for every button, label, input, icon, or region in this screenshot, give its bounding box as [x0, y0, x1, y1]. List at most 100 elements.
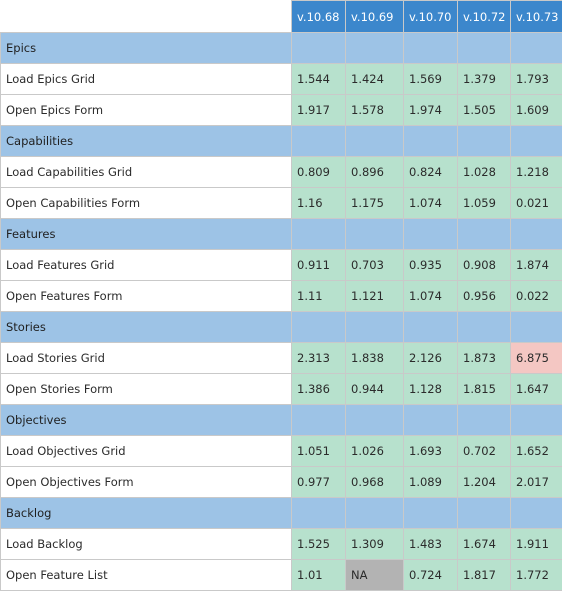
metric-cell: 1.911	[511, 529, 562, 560]
section-label: Backlog	[1, 498, 292, 529]
metric-cell: 1.051	[292, 436, 346, 467]
version-header: v.10.70	[404, 1, 458, 33]
section-spacer	[511, 312, 562, 343]
section-spacer	[404, 312, 458, 343]
metric-cell: 0.021	[511, 188, 562, 219]
metric-cell: 0.911	[292, 250, 346, 281]
metric-cell: 1.505	[458, 95, 511, 126]
metric-cell: 2.126	[404, 343, 458, 374]
row-label: Load Stories Grid	[1, 343, 292, 374]
metric-cell: 1.674	[458, 529, 511, 560]
section-spacer	[458, 498, 511, 529]
metric-cell: 1.204	[458, 467, 511, 498]
section-spacer	[404, 219, 458, 250]
row-label: Load Epics Grid	[1, 64, 292, 95]
metric-cell: 0.968	[346, 467, 404, 498]
metric-cell: 1.074	[404, 281, 458, 312]
row-label: Open Features Form	[1, 281, 292, 312]
section-row: Features	[1, 219, 562, 250]
section-spacer	[292, 33, 346, 64]
metric-cell: 1.652	[511, 436, 562, 467]
header-row: v.10.68 v.10.69 v.10.70 v.10.72 v.10.73	[1, 1, 562, 33]
section-spacer	[346, 126, 404, 157]
metric-cell: 1.815	[458, 374, 511, 405]
metric-cell: 1.838	[346, 343, 404, 374]
version-header: v.10.68	[292, 1, 346, 33]
section-spacer	[458, 219, 511, 250]
section-spacer	[458, 126, 511, 157]
section-spacer	[511, 405, 562, 436]
section-row: Stories	[1, 312, 562, 343]
metric-cell: 1.028	[458, 157, 511, 188]
section-label: Stories	[1, 312, 292, 343]
section-spacer	[458, 33, 511, 64]
metric-cell: 1.817	[458, 560, 511, 591]
metric-cell: 1.544	[292, 64, 346, 95]
metric-cell: 1.175	[346, 188, 404, 219]
row-label: Open Stories Form	[1, 374, 292, 405]
metric-cell: 1.128	[404, 374, 458, 405]
metric-cell: 1.873	[458, 343, 511, 374]
section-spacer	[346, 33, 404, 64]
section-spacer	[292, 219, 346, 250]
metric-cell: 0.022	[511, 281, 562, 312]
metric-cell: 1.772	[511, 560, 562, 591]
metric-cell: 0.724	[404, 560, 458, 591]
section-spacer	[292, 126, 346, 157]
section-row: Objectives	[1, 405, 562, 436]
metric-cell: 0.935	[404, 250, 458, 281]
metric-cell: 1.569	[404, 64, 458, 95]
version-header: v.10.69	[346, 1, 404, 33]
metric-cell: 6.875	[511, 343, 562, 374]
section-spacer	[346, 219, 404, 250]
section-spacer	[346, 498, 404, 529]
metric-cell: 1.578	[346, 95, 404, 126]
row-label: Load Objectives Grid	[1, 436, 292, 467]
metric-cell: 1.089	[404, 467, 458, 498]
metric-cell: NA	[346, 560, 404, 591]
metric-cell: 1.379	[458, 64, 511, 95]
metric-cell: 1.793	[511, 64, 562, 95]
section-spacer	[404, 126, 458, 157]
metric-cell: 0.944	[346, 374, 404, 405]
metric-cell: 1.01	[292, 560, 346, 591]
row-label: Load Backlog	[1, 529, 292, 560]
section-label: Epics	[1, 33, 292, 64]
row-label: Open Feature List	[1, 560, 292, 591]
row-label: Open Capabilities Form	[1, 188, 292, 219]
section-spacer	[404, 33, 458, 64]
metric-cell: 0.896	[346, 157, 404, 188]
section-spacer	[292, 405, 346, 436]
metric-cell: 1.917	[292, 95, 346, 126]
section-spacer	[511, 219, 562, 250]
section-spacer	[511, 126, 562, 157]
metric-cell: 1.11	[292, 281, 346, 312]
section-spacer	[458, 405, 511, 436]
section-row: Epics	[1, 33, 562, 64]
metric-cell: 0.809	[292, 157, 346, 188]
version-header: v.10.72	[458, 1, 511, 33]
section-row: Backlog	[1, 498, 562, 529]
section-spacer	[458, 312, 511, 343]
header-corner	[1, 1, 292, 33]
section-spacer	[404, 498, 458, 529]
metric-cell: 1.974	[404, 95, 458, 126]
metric-cell: 1.693	[404, 436, 458, 467]
metric-cell: 0.824	[404, 157, 458, 188]
metric-cell: 1.424	[346, 64, 404, 95]
section-spacer	[292, 498, 346, 529]
section-label: Objectives	[1, 405, 292, 436]
metric-cell: 1.074	[404, 188, 458, 219]
metric-cell: 0.908	[458, 250, 511, 281]
metric-cell: 2.017	[511, 467, 562, 498]
metric-cell: 1.059	[458, 188, 511, 219]
metric-cell: 1.218	[511, 157, 562, 188]
metric-cell: 1.609	[511, 95, 562, 126]
